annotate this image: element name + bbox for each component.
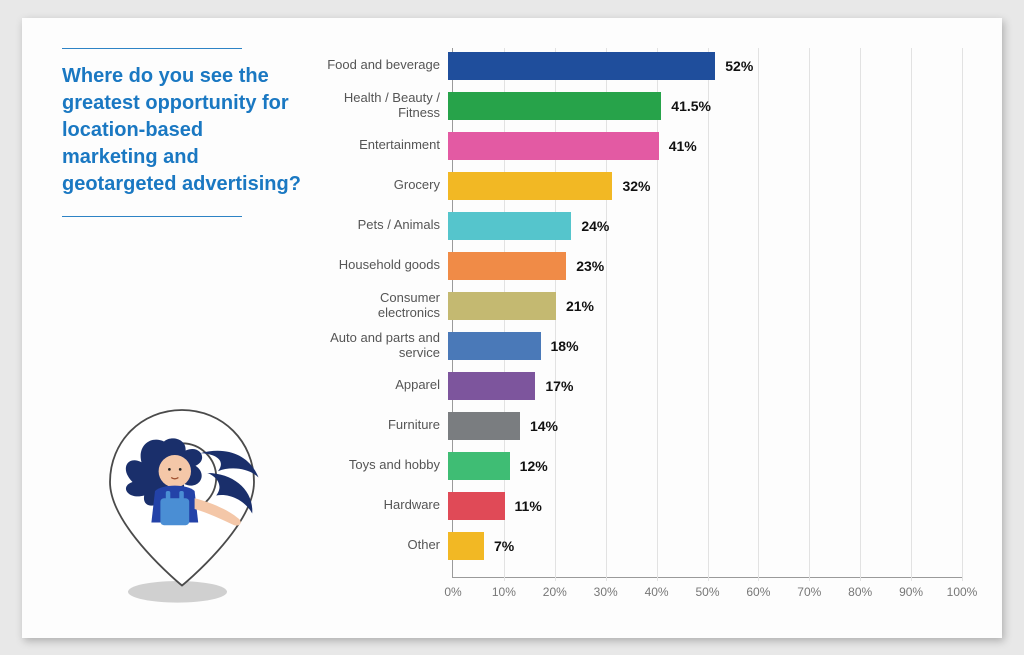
bar xyxy=(448,332,541,360)
x-tick-label: 50% xyxy=(695,585,719,599)
bar-category-label: Consumer electronics xyxy=(322,291,448,321)
bar-wrap: 24% xyxy=(448,212,962,240)
bar xyxy=(448,492,505,520)
question-title: Where do you see the greatest opportunit… xyxy=(62,63,302,198)
bar-row: Pets / Animals 24% xyxy=(322,212,962,240)
bar-wrap: 32% xyxy=(448,172,962,200)
bar-value-label: 41% xyxy=(669,138,697,154)
top-rule xyxy=(62,48,242,49)
person-face xyxy=(159,455,191,487)
bar-value-label: 17% xyxy=(545,378,573,394)
bar xyxy=(448,452,510,480)
bar xyxy=(448,252,566,280)
bar xyxy=(448,372,535,400)
bar-value-label: 11% xyxy=(515,498,542,514)
bar-row: Furniture 14% xyxy=(322,412,962,440)
chart-panel: 0%10%20%30%40%50%60%70%80%90%100% Food a… xyxy=(322,48,972,618)
bar-category-label: Health / Beauty / Fitness xyxy=(322,91,448,121)
bar-value-label: 7% xyxy=(494,538,514,554)
bar-category-label: Toys and hobby xyxy=(322,458,448,473)
bottom-rule xyxy=(62,216,242,217)
bar-category-label: Furniture xyxy=(322,418,448,433)
bar-category-label: Household goods xyxy=(322,258,448,273)
bar xyxy=(448,412,520,440)
bar-wrap: 12% xyxy=(448,452,962,480)
x-tick-label: 60% xyxy=(746,585,770,599)
bar-value-label: 18% xyxy=(551,338,579,354)
bar xyxy=(448,532,484,560)
location-pin-illustration xyxy=(92,401,272,608)
bar-chart: 0%10%20%30%40%50%60%70%80%90%100% Food a… xyxy=(322,48,972,608)
pin-shadow xyxy=(128,581,227,603)
bar-row: Toys and hobby 12% xyxy=(322,452,962,480)
x-tick-label: 10% xyxy=(492,585,516,599)
bar-row: Health / Beauty / Fitness 41.5% xyxy=(322,92,962,120)
bar xyxy=(448,292,556,320)
bar-value-label: 21% xyxy=(566,298,594,314)
bar-row: Entertainment 41% xyxy=(322,132,962,160)
bar-category-label: Auto and parts and service xyxy=(322,331,448,361)
bar xyxy=(448,132,659,160)
bar-row: Apparel 17% xyxy=(322,372,962,400)
bar-row: Grocery 32% xyxy=(322,172,962,200)
bar-value-label: 24% xyxy=(581,218,609,234)
bar xyxy=(448,52,715,80)
bar-wrap: 41.5% xyxy=(448,92,962,120)
x-tick-label: 30% xyxy=(594,585,618,599)
x-tick-label: 0% xyxy=(444,585,461,599)
x-tick-label: 20% xyxy=(543,585,567,599)
bar-wrap: 18% xyxy=(448,332,962,360)
bar-category-label: Hardware xyxy=(322,498,448,513)
bar-category-label: Grocery xyxy=(322,178,448,193)
bar-value-label: 23% xyxy=(576,258,604,274)
x-tick-label: 40% xyxy=(645,585,669,599)
bar-wrap: 41% xyxy=(448,132,962,160)
x-tick-label: 90% xyxy=(899,585,923,599)
bar-value-label: 32% xyxy=(622,178,650,194)
bar-row: Household goods 23% xyxy=(322,252,962,280)
bar-row: Food and beverage 52% xyxy=(322,52,962,80)
bar-category-label: Other xyxy=(322,538,448,553)
bar xyxy=(448,212,571,240)
bar-value-label: 52% xyxy=(725,58,753,74)
bar-category-label: Food and beverage xyxy=(322,58,448,73)
person-overalls xyxy=(160,498,189,525)
bar-wrap: 17% xyxy=(448,372,962,400)
bar-wrap: 11% xyxy=(448,492,962,520)
bar xyxy=(448,92,661,120)
bar-category-label: Apparel xyxy=(322,378,448,393)
bar-row: Consumer electronics 21% xyxy=(322,292,962,320)
bar-row: Other 7% xyxy=(322,532,962,560)
x-tick-label: 70% xyxy=(797,585,821,599)
x-tick-label: 80% xyxy=(848,585,872,599)
bar-wrap: 21% xyxy=(448,292,962,320)
infographic-card: Where do you see the greatest opportunit… xyxy=(22,18,1002,638)
left-panel: Where do you see the greatest opportunit… xyxy=(62,48,322,618)
bar-category-label: Pets / Animals xyxy=(322,218,448,233)
bar-value-label: 41.5% xyxy=(671,98,711,114)
bar-wrap: 7% xyxy=(448,532,962,560)
grid-line xyxy=(962,48,963,581)
bar xyxy=(448,172,612,200)
bar-row: Auto and parts and service 18% xyxy=(322,332,962,360)
bar-category-label: Entertainment xyxy=(322,138,448,153)
bar-wrap: 14% xyxy=(448,412,962,440)
x-tick-label: 100% xyxy=(947,585,978,599)
bar-value-label: 12% xyxy=(520,458,548,474)
bar-value-label: 14% xyxy=(530,418,558,434)
bar-row: Hardware 11% xyxy=(322,492,962,520)
bar-wrap: 23% xyxy=(448,252,962,280)
bar-wrap: 52% xyxy=(448,52,962,80)
